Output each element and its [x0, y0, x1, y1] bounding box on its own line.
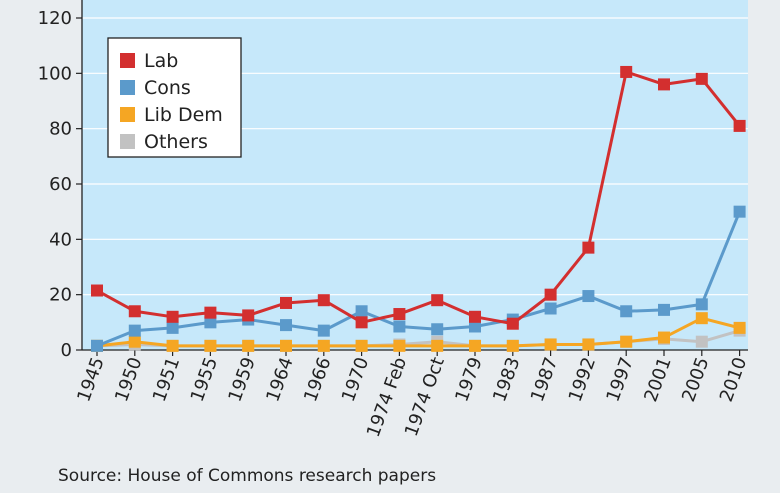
data-point — [317, 324, 330, 337]
y-tick-label: 20 — [49, 285, 72, 306]
x-tick-label: 1950 — [111, 355, 146, 405]
data-point — [620, 65, 633, 78]
y-tick-label: 40 — [49, 229, 72, 250]
series-lines — [91, 65, 746, 352]
data-point — [128, 305, 141, 318]
x-tick-label: 2010 — [716, 355, 751, 405]
source-note: Source: House of Commons research papers — [58, 466, 437, 486]
data-point — [544, 338, 557, 351]
legend-item: Lab — [120, 50, 178, 72]
legend-label: Lib Dem — [144, 104, 223, 126]
data-point — [355, 305, 368, 318]
legend-swatch — [120, 134, 135, 149]
data-point — [695, 72, 708, 85]
data-point — [658, 303, 670, 316]
legend-swatch — [120, 80, 135, 95]
x-tick-label: 1959 — [224, 355, 259, 405]
x-tick-label: 2001 — [640, 355, 675, 405]
data-point — [544, 288, 557, 301]
data-point — [582, 241, 595, 254]
legend-label: Cons — [144, 77, 191, 99]
legend-label: Lab — [144, 50, 178, 72]
data-point — [317, 294, 330, 307]
x-tick-label: 1951 — [149, 355, 184, 405]
data-point — [658, 331, 670, 344]
x-tick-label: 1979 — [451, 355, 486, 405]
data-point — [469, 339, 481, 352]
data-point — [620, 335, 633, 348]
data-point — [733, 321, 746, 334]
y-tick-labels: 0 20 40 60 80 100 120 — [38, 8, 82, 361]
data-point — [695, 335, 708, 348]
legend: Lab Cons Lib Dem Others — [107, 37, 242, 158]
data-point — [393, 308, 406, 321]
x-tick-label: 2005 — [678, 355, 713, 405]
data-point — [204, 339, 217, 352]
data-point — [166, 310, 179, 323]
x-tick-label: 1966 — [300, 355, 335, 405]
y-tick-label: 0 — [61, 340, 72, 361]
data-point — [431, 294, 444, 307]
y-tick-label: 100 — [38, 63, 72, 84]
data-point — [506, 339, 519, 352]
series-line — [96, 211, 741, 348]
data-point — [280, 296, 292, 309]
x-tick-label: 1945 — [73, 355, 108, 405]
data-point — [506, 317, 519, 330]
data-point — [166, 321, 179, 334]
data-point — [280, 339, 292, 352]
data-point — [128, 324, 141, 337]
data-point — [431, 323, 444, 336]
data-point — [355, 316, 368, 329]
legend-swatch — [120, 53, 135, 68]
x-tick-label: 1997 — [602, 355, 637, 405]
x-tick-label: 1955 — [187, 355, 222, 405]
series-line — [96, 316, 740, 348]
legend-item: Lib Dem — [120, 104, 223, 126]
legend-label: Others — [144, 131, 208, 153]
data-point — [582, 338, 595, 351]
x-tick-label: 1970 — [338, 355, 373, 405]
data-point — [355, 339, 368, 352]
data-point — [393, 339, 406, 352]
data-point — [91, 284, 103, 297]
data-point — [582, 290, 595, 303]
data-point — [733, 119, 746, 132]
data-point — [242, 309, 255, 322]
data-point — [204, 306, 217, 319]
legend-swatch — [120, 107, 135, 122]
series-lab — [91, 65, 746, 330]
x-tick-label: 1987 — [527, 355, 562, 405]
data-point — [658, 78, 670, 91]
data-point — [204, 316, 217, 329]
data-point — [242, 339, 255, 352]
legend-item: Others — [120, 131, 208, 153]
data-point — [695, 312, 708, 325]
data-point — [544, 302, 557, 315]
x-tick-label: 1992 — [565, 355, 600, 405]
x-tick-label: 1964 — [262, 355, 297, 405]
y-tick-label: 80 — [49, 119, 72, 140]
data-point — [733, 205, 746, 218]
data-point — [620, 305, 633, 318]
data-point — [393, 320, 406, 333]
data-point — [166, 339, 179, 352]
data-point — [91, 339, 103, 352]
y-tick-label: 120 — [38, 8, 72, 29]
data-point — [431, 339, 444, 352]
legend-item: Cons — [120, 77, 191, 99]
data-point — [469, 310, 481, 323]
y-tick-label: 60 — [49, 174, 72, 195]
data-point — [317, 339, 330, 352]
series-line — [96, 70, 741, 326]
data-point — [280, 319, 292, 332]
data-point — [128, 335, 141, 348]
data-point — [695, 298, 708, 311]
x-tick-label: 1983 — [489, 355, 524, 405]
data-point — [469, 320, 481, 333]
